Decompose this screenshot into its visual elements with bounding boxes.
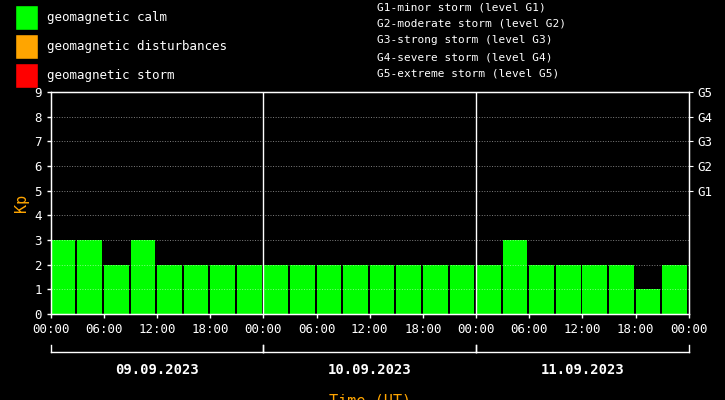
Bar	[662, 265, 687, 314]
Bar	[210, 265, 235, 314]
Text: Time (UT): Time (UT)	[328, 394, 411, 400]
Bar	[183, 265, 208, 314]
Text: 10.09.2023: 10.09.2023	[328, 363, 412, 377]
Bar	[343, 265, 368, 314]
Text: G5-extreme storm (level G5): G5-extreme storm (level G5)	[377, 69, 559, 79]
FancyBboxPatch shape	[14, 63, 38, 88]
Y-axis label: Kp: Kp	[14, 194, 29, 212]
Bar	[317, 265, 341, 314]
Bar	[263, 265, 288, 314]
Bar	[397, 265, 421, 314]
Bar	[476, 265, 501, 314]
Bar	[157, 265, 182, 314]
Bar	[290, 265, 315, 314]
Text: 09.09.2023: 09.09.2023	[115, 363, 199, 377]
FancyBboxPatch shape	[14, 5, 38, 30]
Bar	[502, 240, 527, 314]
Bar	[423, 265, 447, 314]
Text: G4-severe storm (level G4): G4-severe storm (level G4)	[377, 52, 552, 62]
Text: G1-minor storm (level G1): G1-minor storm (level G1)	[377, 2, 546, 12]
Bar	[529, 265, 554, 314]
Text: geomagnetic calm: geomagnetic calm	[47, 11, 167, 24]
Text: geomagnetic storm: geomagnetic storm	[47, 69, 175, 82]
Bar	[104, 265, 128, 314]
Bar	[370, 265, 394, 314]
Text: G3-strong storm (level G3): G3-strong storm (level G3)	[377, 36, 552, 46]
Bar	[450, 265, 474, 314]
Bar	[582, 265, 607, 314]
Bar	[237, 265, 262, 314]
Text: G2-moderate storm (level G2): G2-moderate storm (level G2)	[377, 19, 566, 29]
Bar	[78, 240, 102, 314]
Bar	[51, 240, 75, 314]
Text: 11.09.2023: 11.09.2023	[541, 363, 624, 377]
Bar	[609, 265, 634, 314]
Text: geomagnetic disturbances: geomagnetic disturbances	[47, 40, 227, 53]
Bar	[636, 289, 660, 314]
Bar	[556, 265, 581, 314]
Bar	[130, 240, 155, 314]
FancyBboxPatch shape	[14, 34, 38, 59]
